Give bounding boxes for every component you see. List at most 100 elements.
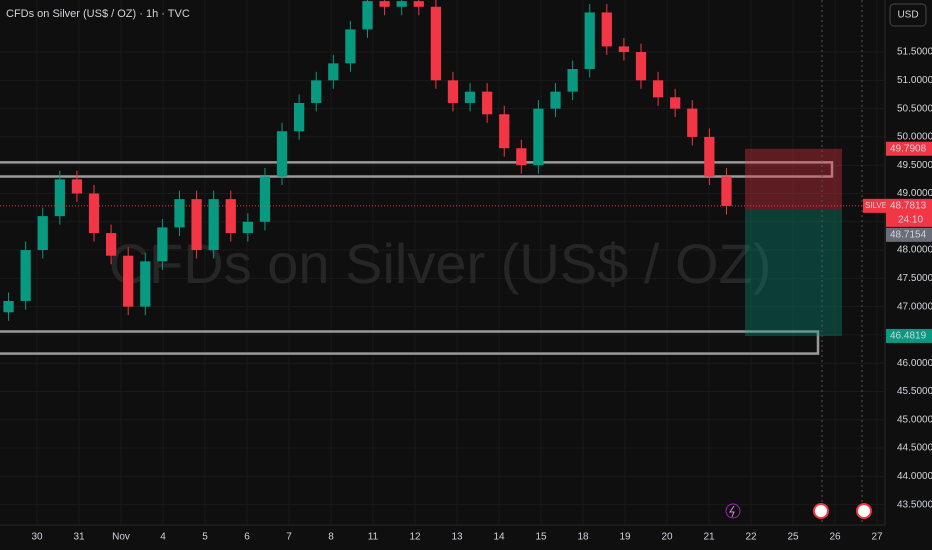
currency-button[interactable]: [889, 3, 927, 27]
x-tick-label: 4: [160, 532, 166, 543]
candle-body: [447, 80, 459, 103]
price-label-bg: [886, 141, 932, 156]
candle-body: [601, 12, 612, 47]
candle-body: [71, 179, 83, 194]
event-icon-glyph: [729, 505, 735, 518]
x-tick-label: 31: [73, 532, 85, 543]
event-icon[interactable]: [856, 503, 872, 519]
stop-zone: [745, 148, 842, 210]
candle-body: [328, 63, 339, 81]
candle-body: [345, 29, 356, 64]
event-icon[interactable]: [725, 503, 741, 519]
candle-body: [567, 69, 578, 92]
candle-body: [533, 108, 544, 166]
candle-body: [225, 199, 236, 234]
watermark: CFDs on Silver (US$ / OZ): [109, 232, 772, 295]
x-tick-label: 15: [535, 532, 547, 543]
candle-body: [174, 199, 185, 228]
price-label-bg: [886, 198, 932, 227]
zone: [0, 330, 820, 355]
candle-body: [276, 131, 288, 177]
candle-body: [379, 1, 390, 7]
countdown: 24:10: [898, 214, 923, 225]
price-label-bg: [886, 328, 932, 343]
x-tick-label: 19: [619, 532, 631, 543]
candle-body: [105, 233, 117, 256]
price-label: 46.4819: [890, 331, 927, 342]
symbol-label: SILVER: [865, 201, 893, 210]
x-tick-label: 11: [368, 532, 379, 543]
candle-body: [20, 250, 31, 301]
candle-body: [123, 255, 134, 307]
candle-body: [687, 108, 698, 137]
y-tick-label: 46.0000: [897, 358, 932, 369]
candle-body: [88, 193, 100, 234]
candle-body: [618, 46, 630, 53]
candle-body: [635, 52, 647, 81]
chart-title: CFDs on Silver (US$ / OZ) · 1h · TVC: [6, 8, 190, 20]
candle-body: [311, 80, 322, 103]
price-label-bg: [886, 227, 932, 242]
x-tick-label: Nov: [112, 532, 130, 543]
x-tick-label: 21: [703, 532, 715, 543]
candle-body: [464, 91, 476, 103]
candle-body: [430, 6, 441, 81]
y-tick-label: 45.5000: [897, 386, 932, 397]
plot: [0, 0, 885, 355]
candle-body: [670, 97, 681, 109]
y-tick-label: 51.5000: [897, 47, 932, 58]
candle-body: [37, 216, 48, 251]
event-icons: [725, 503, 872, 519]
y-tick-label: 44.0000: [897, 471, 932, 482]
y-tick-label: 49.0000: [897, 188, 932, 199]
candle-body: [652, 80, 664, 98]
price-label: 48.7813: [890, 200, 927, 211]
x-tick-label: 14: [493, 532, 505, 543]
candle-body: [294, 102, 305, 132]
x-tick-label: 7: [286, 532, 292, 543]
x-tick-label: 18: [577, 532, 589, 543]
symbol-label-bg: [863, 198, 886, 213]
candle-body: [157, 227, 168, 262]
y-tick-label: 49.5000: [897, 160, 932, 171]
currency[interactable]: USD: [897, 10, 918, 21]
x-tick-label: 26: [829, 532, 841, 543]
candle-body: [499, 114, 510, 149]
x-tick-label: 13: [451, 532, 463, 543]
x-tick-label: 22: [745, 532, 757, 543]
price-axis: [885, 0, 932, 550]
candle-body: [584, 12, 595, 70]
event-icon[interactable]: [813, 503, 829, 519]
candle-body: [208, 199, 219, 251]
candle-body: [550, 91, 561, 109]
y-tick-label: 47.5000: [897, 273, 932, 284]
x-tick-label: 6: [244, 532, 250, 543]
candle-body: [259, 176, 271, 222]
candle-body: [140, 261, 151, 307]
x-tick-label: 25: [787, 532, 799, 543]
y-tick-label: 44.5000: [897, 443, 932, 454]
candle-body: [396, 1, 407, 7]
y-tick-label: 45.0000: [897, 414, 932, 425]
candle-body: [54, 179, 65, 217]
y-tick-label: 47.0000: [897, 301, 932, 312]
zone: [0, 161, 834, 178]
price-label: 48.7154: [890, 229, 927, 240]
x-tick-label: 5: [202, 532, 208, 543]
y-tick-label: 43.5000: [897, 499, 932, 510]
y-tick-label: 50.0000: [897, 132, 932, 143]
x-tick-label: 20: [661, 532, 673, 543]
price-label: 49.7908: [890, 143, 927, 154]
target-zone: [745, 209, 842, 336]
y-tick-label: 51.0000: [897, 75, 932, 86]
y-tick-label: 48.0000: [897, 245, 932, 256]
candle-body: [721, 176, 732, 206]
candle-body: [191, 199, 202, 251]
candle-body: [413, 1, 424, 7]
candle-body: [516, 148, 527, 166]
candle-body: [242, 221, 253, 234]
candle-body: [3, 300, 14, 313]
x-tick-label: 8: [328, 532, 334, 543]
x-tick-label: 30: [31, 532, 43, 543]
